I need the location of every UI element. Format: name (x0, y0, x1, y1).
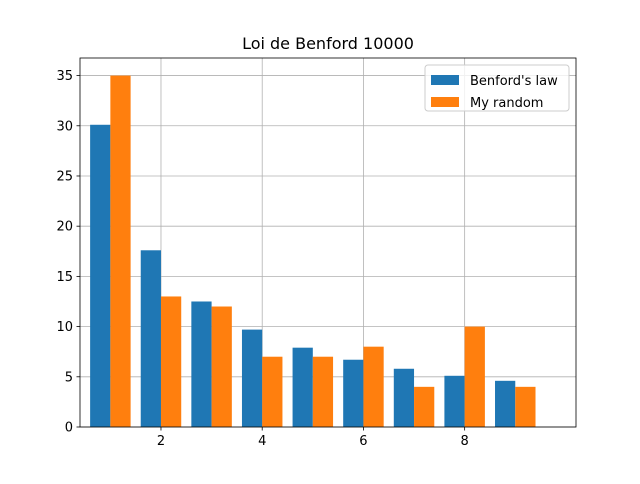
y-tick-label: 15 (56, 270, 73, 285)
bar-benford (241, 329, 263, 427)
bar-benford (495, 380, 516, 427)
legend-swatch (431, 75, 459, 85)
x-tick-label: 4 (258, 434, 266, 449)
grid-layer (80, 58, 576, 428)
bar-benford (140, 250, 161, 427)
bar-benford (191, 301, 212, 427)
y-tick-label: 10 (56, 320, 73, 335)
bar-random (363, 346, 384, 427)
bar-random (414, 386, 435, 427)
axes-frame (79, 57, 577, 428)
bar-benford (444, 375, 465, 427)
y-tick-label: 35 (56, 69, 73, 84)
x-tick-label: 2 (157, 434, 165, 449)
bar-random (464, 326, 485, 427)
bar-random (312, 356, 334, 427)
bar-random (110, 75, 131, 428)
chart-title: Loi de Benford 10000 (242, 34, 414, 53)
y-tick-label: 30 (56, 119, 73, 134)
bar-random (160, 296, 182, 427)
bar-benford (393, 368, 415, 427)
x-tick-label: 6 (359, 434, 367, 449)
legend-swatch (431, 97, 459, 107)
y-tick-label: 5 (65, 370, 73, 385)
bar-random (262, 356, 283, 427)
bar-benford (90, 124, 111, 428)
bar-benford (343, 359, 364, 427)
y-tick-label: 0 (65, 421, 73, 436)
bar-benford (292, 347, 313, 427)
bar-random (211, 306, 232, 427)
bars-layer (90, 75, 536, 428)
legend-label: Benford's law (470, 74, 558, 89)
axes-layer: 2 4 6 8 0 5 10 15 20 25 30 35 (56, 57, 577, 449)
y-tick-label: 25 (56, 169, 73, 184)
legend-box (424, 64, 570, 112)
legend: Benford's law My random (424, 64, 570, 112)
legend-label: My random (470, 96, 543, 111)
y-tick-label: 20 (56, 220, 73, 235)
x-tick-label: 8 (461, 434, 469, 449)
bar-random (515, 386, 536, 427)
